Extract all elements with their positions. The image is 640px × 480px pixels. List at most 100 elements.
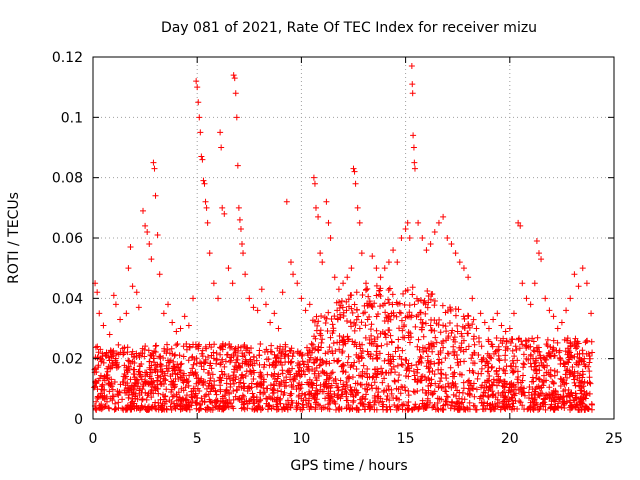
data-point-band	[139, 404, 146, 411]
data-point-band	[157, 404, 164, 411]
data-point-band	[521, 406, 528, 413]
data-point-band	[568, 403, 575, 410]
data-point-band	[152, 348, 159, 355]
data-point	[558, 319, 565, 326]
data-point-band	[450, 348, 457, 355]
data-point-band	[470, 360, 477, 367]
data-point-band	[235, 395, 242, 402]
data-point-band	[308, 340, 315, 347]
data-point-band	[279, 370, 286, 377]
data-point-band	[589, 349, 596, 356]
data-point-band	[253, 394, 260, 401]
data-point-band	[490, 406, 497, 413]
data-point-band	[112, 359, 119, 366]
data-point-band	[431, 388, 438, 395]
data-point-band	[241, 400, 248, 407]
data-point-band	[388, 386, 395, 393]
data-point-band	[171, 403, 178, 410]
data-point-band	[119, 396, 126, 403]
data-point-band	[464, 378, 471, 385]
data-point	[173, 328, 180, 335]
data-point-band	[319, 336, 326, 343]
data-point-band	[436, 356, 443, 363]
data-point-band	[355, 313, 362, 320]
data-point	[510, 310, 517, 317]
x-tick-label: 5	[193, 431, 202, 447]
data-point-band	[418, 326, 425, 333]
data-point-band	[367, 301, 374, 308]
data-point-band	[460, 348, 467, 355]
data-point-band	[586, 353, 593, 360]
data-point-band	[386, 299, 393, 306]
data-point-band	[97, 346, 104, 353]
data-point-band	[402, 356, 409, 363]
data-point-band	[241, 360, 248, 367]
data-point	[133, 289, 140, 296]
data-point-band	[387, 332, 394, 339]
data-point-band	[123, 364, 130, 371]
data-point	[481, 319, 488, 326]
data-point-band	[290, 350, 297, 356]
data-point-band	[587, 380, 594, 387]
data-point-band	[176, 402, 183, 409]
data-point-band	[234, 352, 241, 359]
data-point-band	[398, 361, 405, 368]
data-point-band	[397, 310, 404, 317]
data-point-band	[136, 387, 143, 394]
data-point	[490, 316, 497, 323]
data-point-band	[502, 347, 509, 354]
data-point-band	[511, 353, 518, 360]
data-point	[494, 310, 501, 317]
data-point-band	[445, 334, 452, 341]
data-point-band	[437, 405, 444, 412]
data-point-band	[92, 405, 99, 412]
data-point-band	[548, 401, 555, 408]
data-point	[146, 241, 153, 248]
data-point-band	[519, 377, 526, 384]
data-point-band	[374, 370, 381, 377]
data-point-band	[103, 353, 110, 360]
data-point-band	[268, 342, 275, 349]
data-point-band	[446, 320, 453, 327]
data-point-band	[181, 370, 188, 377]
data-point-band	[586, 374, 593, 381]
data-point-band	[558, 376, 565, 383]
data-point-band	[499, 340, 506, 347]
data-point-band	[527, 352, 534, 359]
data-point	[356, 219, 363, 226]
data-point-band	[256, 361, 263, 368]
data-point-band	[571, 376, 578, 383]
data-point-band	[112, 405, 119, 412]
data-point-band	[454, 328, 461, 335]
data-point-band	[471, 393, 478, 400]
data-point-band	[581, 378, 588, 385]
data-point-band	[509, 336, 516, 343]
data-point-band	[568, 389, 575, 396]
data-point-band	[143, 378, 150, 385]
data-point-band	[277, 343, 284, 350]
data-point-band	[560, 388, 567, 395]
data-point-band	[503, 338, 510, 345]
data-point-band	[131, 353, 138, 360]
data-point-band	[552, 388, 559, 395]
data-point-band	[461, 396, 468, 403]
data-point-band	[373, 374, 380, 381]
data-point	[230, 72, 237, 79]
data-point-band	[126, 365, 133, 372]
data-point-band	[222, 342, 229, 349]
data-point-band	[371, 336, 378, 343]
data-point-band	[398, 383, 405, 390]
data-point-band	[343, 389, 350, 396]
data-point	[290, 271, 297, 278]
data-point-band	[98, 401, 105, 408]
data-point-band	[359, 402, 366, 409]
data-point-band	[586, 359, 593, 366]
data-point	[229, 280, 236, 287]
data-point-band	[230, 396, 237, 403]
data-point-band	[250, 396, 257, 403]
data-point	[195, 99, 202, 106]
data-point-band	[390, 309, 397, 316]
data-point-band	[447, 364, 454, 371]
chart-title: Day 081 of 2021, Rate Of TEC Index for r…	[161, 20, 537, 36]
data-point-band	[339, 362, 346, 369]
